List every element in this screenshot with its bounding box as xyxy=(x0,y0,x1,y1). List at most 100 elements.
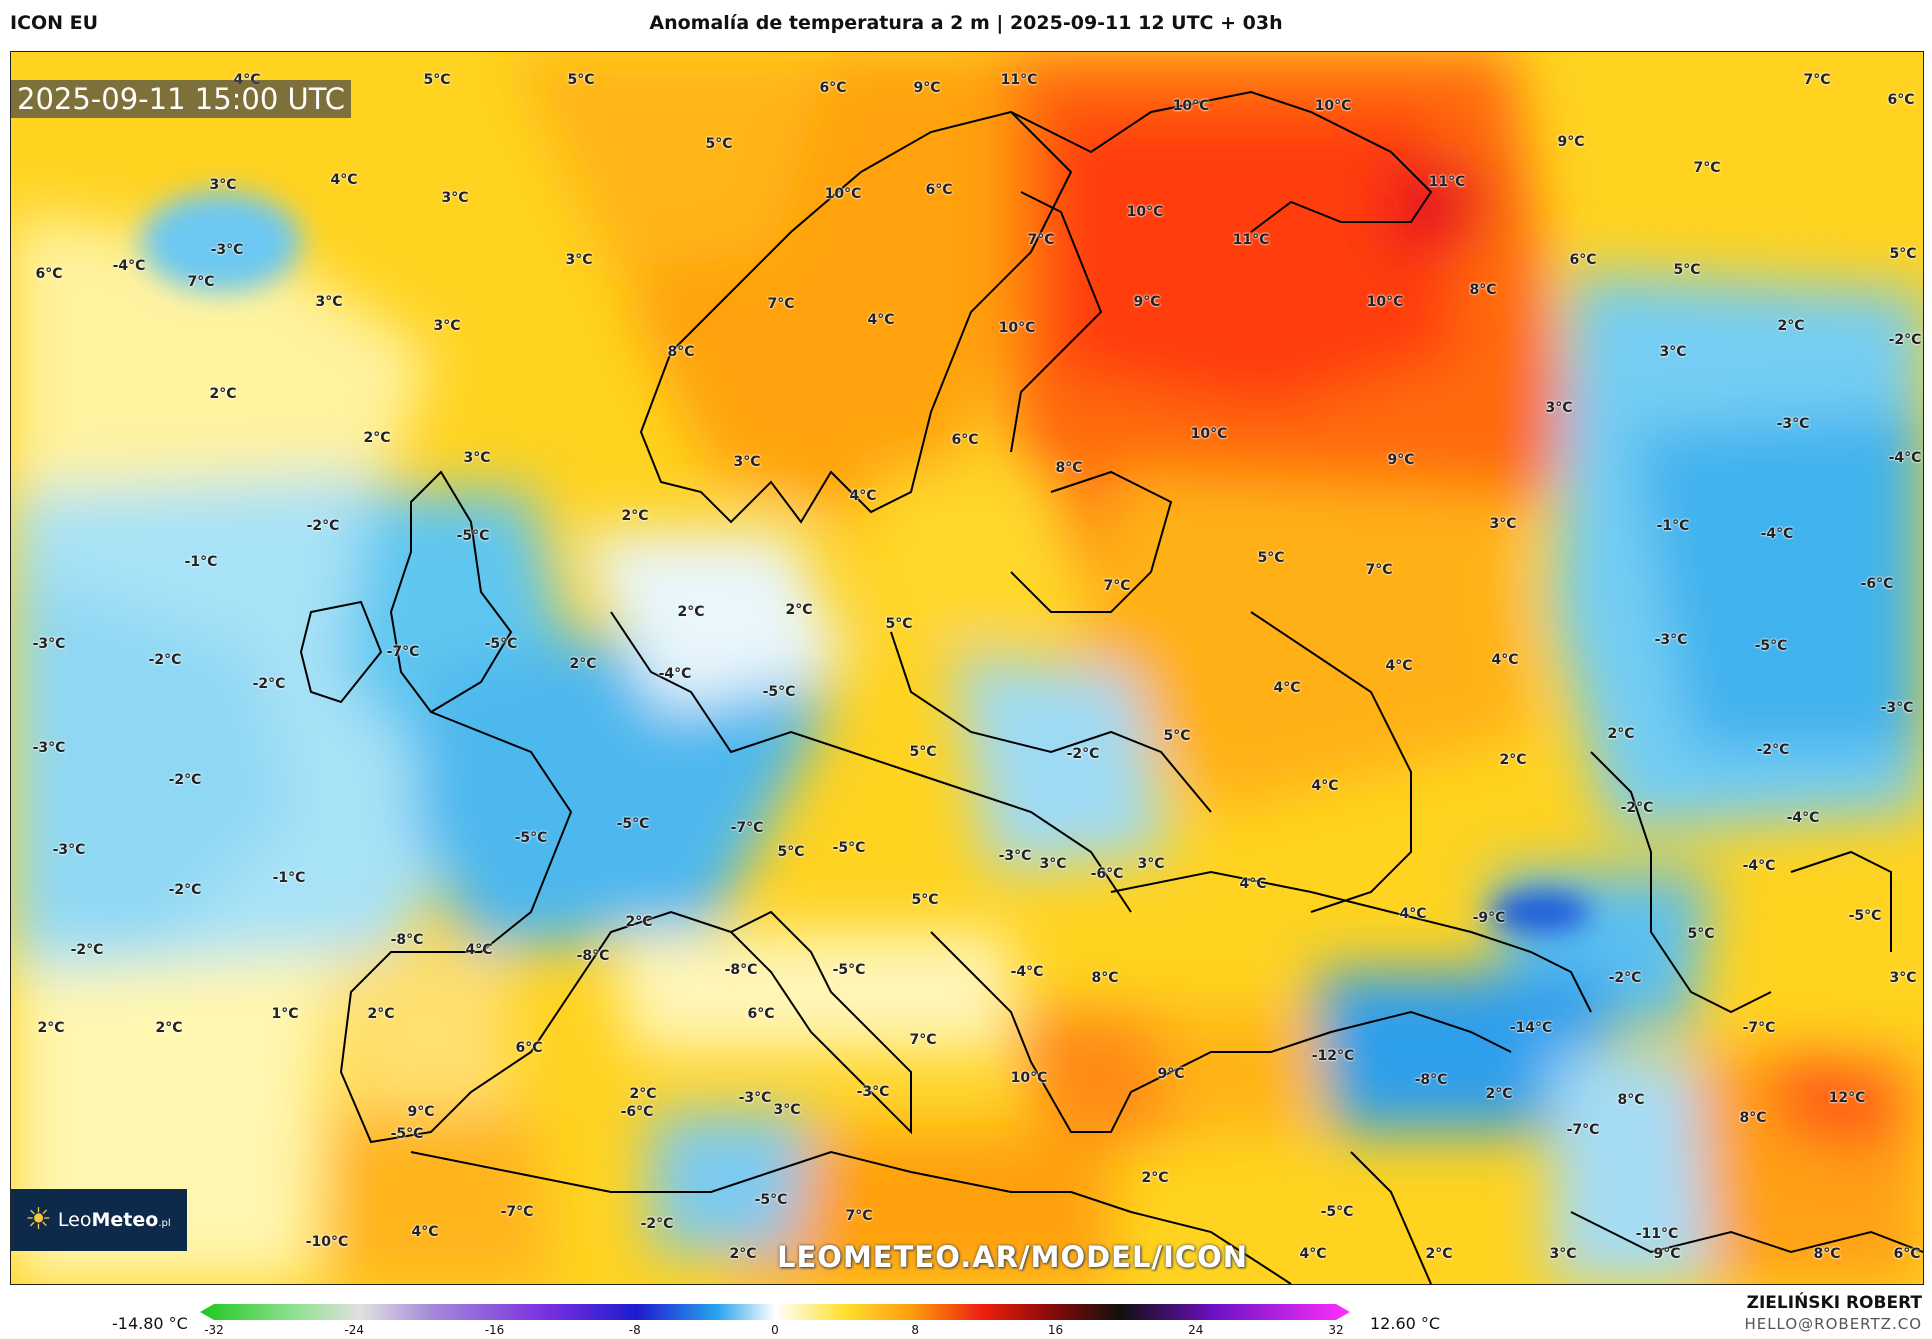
temperature-label: 3°C xyxy=(773,1102,801,1118)
temperature-label: 8°C xyxy=(667,344,695,360)
temperature-label: 2°C xyxy=(37,1020,65,1036)
temperature-label: 2°C xyxy=(363,430,391,446)
temperature-label: -3°C xyxy=(1880,700,1914,716)
temperature-label: -6°C xyxy=(1090,866,1124,882)
colorbar-min-label: -14.80 °C xyxy=(112,1314,188,1333)
author-credit: ZIELIŃSKI ROBERT xyxy=(1746,1293,1922,1313)
temperature-label: -5°C xyxy=(754,1192,788,1208)
temperature-label: -3°C xyxy=(738,1090,772,1106)
temperature-label: -8°C xyxy=(576,948,610,964)
temperature-label: -1°C xyxy=(184,554,218,570)
temperature-label: -8°C xyxy=(390,932,424,948)
temperature-label: 9°C xyxy=(1157,1066,1185,1082)
temperature-label: 4°C xyxy=(1273,680,1301,696)
leometeo-logo: ☀ LeoMeteo.pl xyxy=(11,1189,187,1251)
temperature-label: 6°C xyxy=(1887,92,1915,108)
temperature-label: 8°C xyxy=(1617,1092,1645,1108)
temperature-label: 7°C xyxy=(845,1208,873,1224)
temperature-label: -2°C xyxy=(640,1216,674,1232)
map-field xyxy=(11,52,1923,1284)
temperature-label: 10°C xyxy=(1172,98,1210,114)
temperature-label: 5°C xyxy=(777,844,805,860)
temperature-label: 9°C xyxy=(1387,452,1415,468)
temperature-label: 3°C xyxy=(1137,856,1165,872)
temperature-label: -2°C xyxy=(168,772,202,788)
temperature-label: 2°C xyxy=(1607,726,1635,742)
sun-icon: ☀ xyxy=(25,1202,52,1237)
temperature-label: 7°C xyxy=(1693,160,1721,176)
temperature-label: 3°C xyxy=(565,252,593,268)
temperature-label: 1°C xyxy=(271,1006,299,1022)
colorbar-tick-label: 8 xyxy=(911,1323,920,1337)
temperature-label: -5°C xyxy=(484,636,518,652)
temperature-label: 4°C xyxy=(465,942,493,958)
temperature-label: 4°C xyxy=(411,1224,439,1240)
temperature-label: 5°C xyxy=(1257,550,1285,566)
temperature-label: 5°C xyxy=(911,892,939,908)
model-name: ICON EU xyxy=(10,12,99,34)
temperature-label: 3°C xyxy=(1549,1246,1577,1262)
temperature-label: 6°C xyxy=(1893,1246,1921,1262)
temperature-label: -3°C xyxy=(998,848,1032,864)
temperature-label: 2°C xyxy=(621,508,649,524)
temperature-label: 11°C xyxy=(1000,72,1038,88)
temperature-label: 10°C xyxy=(998,320,1036,336)
colorbar-tick-label: 16 xyxy=(1047,1323,1064,1337)
temperature-label: -2°C xyxy=(1620,800,1654,816)
temperature-label: 5°C xyxy=(1673,262,1701,278)
temperature-label: 9°C xyxy=(407,1104,435,1120)
temperature-label: 10°C xyxy=(824,186,862,202)
temperature-label: 5°C xyxy=(705,136,733,152)
temperature-label: 2°C xyxy=(729,1246,757,1262)
temperature-label: 7°C xyxy=(1103,578,1131,594)
temperature-label: 6°C xyxy=(951,432,979,448)
temperature-label: -7°C xyxy=(1566,1122,1600,1138)
temperature-label: 5°C xyxy=(423,72,451,88)
temperature-label: -11°C xyxy=(1635,1226,1679,1242)
temperature-label: 5°C xyxy=(909,744,937,760)
temperature-label: 6°C xyxy=(1569,252,1597,268)
temperature-label: -3°C xyxy=(210,242,244,258)
temperature-label: -5°C xyxy=(1320,1204,1354,1220)
temperature-label: -1°C xyxy=(272,870,306,886)
temperature-label: 8°C xyxy=(1739,1110,1767,1126)
colorbar-max-label: 12.60 °C xyxy=(1370,1314,1441,1333)
colorbar-tick-label: 32 xyxy=(1328,1323,1344,1337)
map-title: Anomalía de temperatura a 2 m | 2025-09-… xyxy=(649,12,1283,34)
temperature-label: -7°C xyxy=(500,1204,534,1220)
temperature-label: -6°C xyxy=(620,1104,654,1120)
temperature-label: 2°C xyxy=(677,604,705,620)
temperature-label: -5°C xyxy=(514,830,548,846)
temperature-label: -2°C xyxy=(168,882,202,898)
temperature-label: -3°C xyxy=(1776,416,1810,432)
temperature-label: -1°C xyxy=(1656,518,1690,534)
temperature-label: 11°C xyxy=(1428,174,1466,190)
temperature-label: -10°C xyxy=(305,1234,349,1250)
colorbar-tick-label: 24 xyxy=(1188,1323,1204,1337)
temperature-label: -3°C xyxy=(52,842,86,858)
temperature-label: -4°C xyxy=(1010,964,1044,980)
temperature-label: 2°C xyxy=(1485,1086,1513,1102)
temperature-label: 5°C xyxy=(1889,246,1917,262)
temperature-label: -5°C xyxy=(1754,638,1788,654)
temperature-label: -3°C xyxy=(856,1084,890,1100)
site-watermark: LEOMETEO.AR/MODEL/ICON xyxy=(777,1240,1249,1274)
colorbar-tick-label: -8 xyxy=(628,1323,641,1337)
temperature-label: 5°C xyxy=(567,72,595,88)
temperature-label: 3°C xyxy=(209,177,237,193)
temperature-label: 4°C xyxy=(1239,876,1267,892)
temperature-label: 3°C xyxy=(1545,400,1573,416)
temperature-label: 4°C xyxy=(1491,652,1519,668)
temperature-label: 2°C xyxy=(367,1006,395,1022)
temperature-label: -9°C xyxy=(1472,910,1506,926)
temperature-label: 2°C xyxy=(1777,318,1805,334)
temperature-label: 6°C xyxy=(515,1040,543,1056)
temperature-label: -5°C xyxy=(832,840,866,856)
temperature-label: 8°C xyxy=(1813,1246,1841,1262)
temperature-label: -2°C xyxy=(70,942,104,958)
temperature-label: 4°C xyxy=(330,172,358,188)
temperature-label: -8°C xyxy=(1414,1072,1448,1088)
temperature-label: -14°C xyxy=(1509,1020,1553,1036)
temperature-label: 5°C xyxy=(1687,926,1715,942)
temperature-label: -4°C xyxy=(658,666,692,682)
